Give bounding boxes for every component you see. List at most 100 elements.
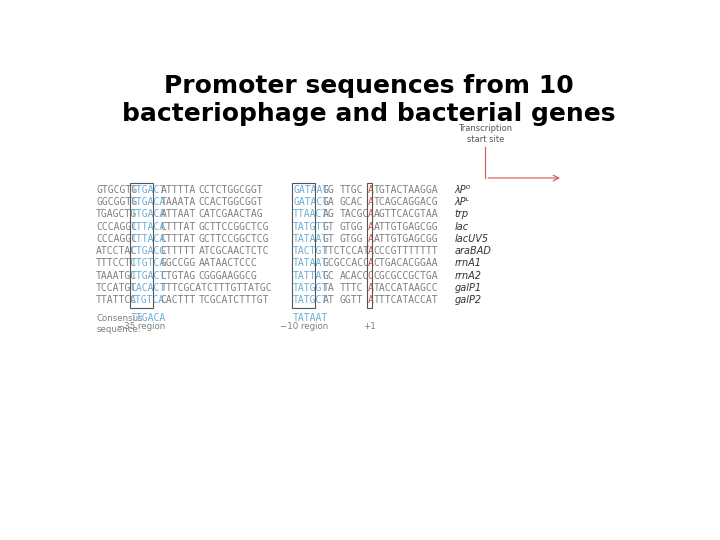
Text: λPᴼ: λPᴼ bbox=[454, 185, 471, 194]
Text: GT: GT bbox=[323, 221, 334, 232]
Text: TATGGT: TATGGT bbox=[293, 283, 328, 293]
Text: ATTGTGAGCGG: ATTGTGAGCGG bbox=[374, 221, 438, 232]
Text: AGTTCACGTAA: AGTTCACGTAA bbox=[374, 209, 438, 219]
Text: TATAAT: TATAAT bbox=[293, 313, 328, 323]
Text: A: A bbox=[367, 283, 374, 293]
Text: TTTCATACCAT: TTTCATACCAT bbox=[374, 295, 438, 306]
Text: TCGCATCTTTGT: TCGCATCTTTGT bbox=[199, 295, 269, 306]
Text: CCTCTGGCGGT: CCTCTGGCGGT bbox=[199, 185, 263, 194]
Text: CTGACACGGAA: CTGACACGGAA bbox=[374, 259, 438, 268]
Text: TTTACA: TTTACA bbox=[130, 221, 166, 232]
Text: ATCCTAC: ATCCTAC bbox=[96, 246, 138, 256]
Text: TATGTT: TATGTT bbox=[293, 221, 328, 232]
Text: TAAATGC: TAAATGC bbox=[96, 271, 138, 281]
Text: ATTGTGAGCGG: ATTGTGAGCGG bbox=[374, 234, 438, 244]
Text: ATTAAT: ATTAAT bbox=[161, 209, 196, 219]
Bar bbox=[292, 184, 315, 308]
Text: λPᴸ: λPᴸ bbox=[454, 197, 469, 207]
Text: Consensus
sequence:: Consensus sequence: bbox=[96, 314, 143, 334]
Text: A: A bbox=[367, 185, 374, 194]
Text: CCCAGGC: CCCAGGC bbox=[96, 221, 138, 232]
Text: rrnA2: rrnA2 bbox=[454, 271, 481, 281]
Text: TTGACA: TTGACA bbox=[130, 197, 166, 207]
Text: CGCGCCGCTGA: CGCGCCGCTGA bbox=[374, 271, 438, 281]
Text: Transcription
start site: Transcription start site bbox=[458, 124, 513, 144]
Text: CTTTAT: CTTTAT bbox=[161, 221, 196, 232]
Text: AT: AT bbox=[323, 295, 334, 306]
Text: CATCGAACTAG: CATCGAACTAG bbox=[199, 209, 263, 219]
Bar bbox=[366, 184, 372, 308]
Text: GTGG: GTGG bbox=[340, 234, 363, 244]
Text: GATACT: GATACT bbox=[293, 197, 328, 207]
Text: TTGC: TTGC bbox=[340, 185, 363, 194]
Text: GCTTCCGGCTCG: GCTTCCGGCTCG bbox=[199, 234, 269, 244]
Text: A: A bbox=[367, 197, 374, 207]
Text: GTGG: GTGG bbox=[340, 221, 363, 232]
Text: TTCTCCAT: TTCTCCAT bbox=[323, 246, 369, 256]
Text: CTGTAG: CTGTAG bbox=[161, 271, 196, 281]
Text: GATAAT: GATAAT bbox=[293, 185, 328, 194]
Text: TTGACT: TTGACT bbox=[130, 271, 166, 281]
Text: galP1: galP1 bbox=[454, 283, 482, 293]
Text: +1: +1 bbox=[363, 322, 376, 331]
Text: TTAACT: TTAACT bbox=[293, 209, 328, 219]
Text: ATGTCA: ATGTCA bbox=[130, 295, 166, 306]
Text: CCCGTTTTTTT: CCCGTTTTTTT bbox=[374, 246, 438, 256]
Text: TACGC: TACGC bbox=[340, 209, 369, 219]
Text: GCGCCACC: GCGCCACC bbox=[323, 259, 369, 268]
Text: GCTTCCGGCTCG: GCTTCCGGCTCG bbox=[199, 221, 269, 232]
Text: GG: GG bbox=[323, 185, 334, 194]
Text: AG: AG bbox=[323, 209, 334, 219]
Text: GT: GT bbox=[323, 234, 334, 244]
Text: TTATTCC: TTATTCC bbox=[96, 295, 138, 306]
Text: CCCAGGC: CCCAGGC bbox=[96, 234, 138, 244]
Text: TTGTCA: TTGTCA bbox=[130, 259, 166, 268]
Text: TTTC: TTTC bbox=[340, 283, 363, 293]
Text: −10 region: −10 region bbox=[280, 322, 328, 331]
Text: TA: TA bbox=[323, 283, 334, 293]
Text: GC: GC bbox=[323, 271, 334, 281]
Text: trp: trp bbox=[454, 209, 469, 219]
Text: CACTTT: CACTTT bbox=[161, 295, 196, 306]
Text: CCACTGGCGGT: CCACTGGCGGT bbox=[199, 197, 263, 207]
Text: ACACC: ACACC bbox=[340, 271, 369, 281]
Text: TACCATAAGCC: TACCATAAGCC bbox=[374, 283, 438, 293]
Text: TCAGCAGGACG: TCAGCAGGACG bbox=[374, 197, 438, 207]
Text: TTTCCTC: TTTCCTC bbox=[96, 259, 138, 268]
Text: TTGACA: TTGACA bbox=[130, 209, 166, 219]
Text: TGTACTAAGGA: TGTACTAAGGA bbox=[374, 185, 438, 194]
Text: Promoter sequences from 10
bacteriophage and bacterial genes: Promoter sequences from 10 bacteriophage… bbox=[122, 74, 616, 126]
Text: TCCATGT: TCCATGT bbox=[96, 283, 138, 293]
Text: CTTTTT: CTTTTT bbox=[161, 246, 196, 256]
Text: GA: GA bbox=[323, 197, 334, 207]
Text: TTGACA: TTGACA bbox=[130, 313, 166, 323]
Bar bbox=[130, 184, 153, 308]
Text: A: A bbox=[367, 246, 374, 256]
Text: −35 region: −35 region bbox=[117, 322, 165, 331]
Text: A: A bbox=[367, 221, 374, 232]
Text: A: A bbox=[367, 234, 374, 244]
Text: GTGCGTG: GTGCGTG bbox=[96, 185, 138, 194]
Text: A: A bbox=[367, 259, 374, 268]
Text: lacUV5: lacUV5 bbox=[454, 234, 488, 244]
Text: GGTT: GGTT bbox=[340, 295, 363, 306]
Text: TATTAT: TATTAT bbox=[293, 271, 328, 281]
Text: TTTACA: TTTACA bbox=[130, 234, 166, 244]
Text: C: C bbox=[367, 271, 374, 281]
Text: CGGGAAGGCG: CGGGAAGGCG bbox=[199, 271, 257, 281]
Text: CTTTAT: CTTTAT bbox=[161, 234, 196, 244]
Text: TATAAT: TATAAT bbox=[293, 234, 328, 244]
Text: AATAACTCCC: AATAACTCCC bbox=[199, 259, 257, 268]
Text: GGCCGG: GGCCGG bbox=[161, 259, 196, 268]
Text: CACACT: CACACT bbox=[130, 283, 166, 293]
Text: lac: lac bbox=[454, 221, 469, 232]
Text: TTTCGCATCTTTGTTATGC: TTTCGCATCTTTGTTATGC bbox=[161, 283, 272, 293]
Text: A: A bbox=[367, 209, 374, 219]
Text: TATGCT: TATGCT bbox=[293, 295, 328, 306]
Text: TAAATA: TAAATA bbox=[161, 197, 196, 207]
Text: A: A bbox=[367, 295, 374, 306]
Text: TGAGCTG: TGAGCTG bbox=[96, 209, 138, 219]
Text: TATAAT: TATAAT bbox=[293, 259, 328, 268]
Text: GGCGGTG: GGCGGTG bbox=[96, 197, 138, 207]
Text: TACTGT: TACTGT bbox=[293, 246, 328, 256]
